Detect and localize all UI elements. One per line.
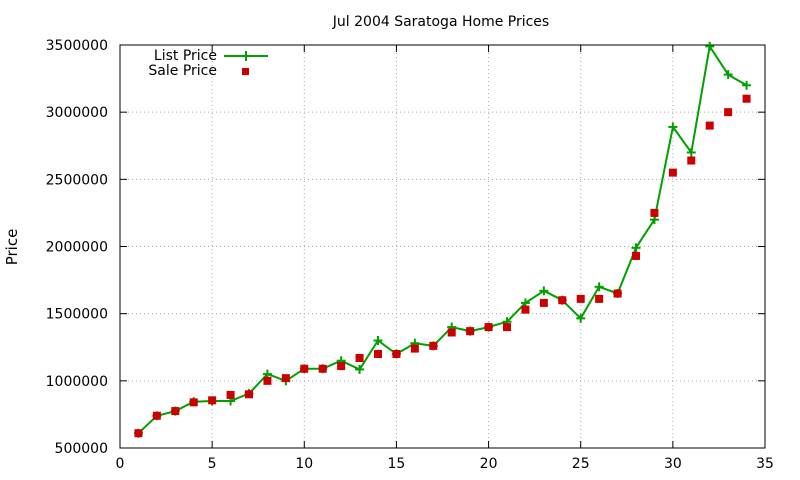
y-tick-label: 500000 [55,441,108,457]
data-point-list-price [742,80,752,90]
x-tick-label: 0 [116,456,125,472]
data-point-sale-price [447,328,456,337]
y-tick-label: 2500000 [46,172,108,188]
x-tick-label: 20 [480,456,498,472]
x-tick-label: 35 [756,456,774,472]
data-point-sale-price [668,168,677,177]
data-point-sale-price [392,349,401,358]
data-point-list-price [539,286,549,296]
legend-label-sale-price: Sale Price [148,63,217,79]
y-tick-label: 3000000 [46,105,108,121]
data-point-sale-price [687,156,696,165]
y-tick-label: 2000000 [46,240,108,256]
data-point-sale-price [337,362,346,371]
series [133,41,752,438]
data-point-sale-price [705,121,714,130]
y-tick-label: 3500000 [46,38,108,54]
data-point-sale-price [742,94,751,103]
data-point-sale-price [576,294,585,303]
y-axis-label: Price [3,229,21,266]
data-point-sale-price [503,323,511,332]
x-tick-label: 15 [388,456,406,472]
data-point-sale-price [226,390,235,399]
legend-marker-sale-price [242,68,249,75]
x-tick-label: 25 [572,456,590,472]
data-point-sale-price [355,353,364,362]
grid [120,45,765,448]
data-point-sale-price [632,251,640,260]
y-tick-label: 1000000 [46,374,108,390]
data-point-sale-price [539,298,548,307]
data-point-sale-price [263,376,272,385]
x-tick-label: 30 [664,456,682,472]
legend-marker-list-price [241,51,251,61]
data-point-sale-price [152,411,161,420]
data-point-sale-price [410,344,419,353]
data-point-list-price [631,243,641,253]
data-point-list-price [723,70,733,80]
data-point-sale-price [429,341,438,350]
data-point-sale-price [374,349,382,358]
legend: List Price Sale Price [148,48,268,79]
legend-label-list-price: List Price [154,48,217,64]
x-tick-label: 5 [208,456,217,472]
data-point-list-price [355,364,365,374]
series-list-price [133,41,752,438]
data-point-list-price [668,122,678,132]
data-point-sale-price [171,407,180,416]
data-point-sale-price [724,108,733,117]
data-point-list-price [594,282,604,292]
series-line [137,45,748,434]
data-point-sale-price [650,208,659,217]
axis-ticks: 0 5 10 15 20 25 30 35 500000 1000000 1500000 200000… [46,38,774,472]
data-point-list-price [576,313,586,323]
data-point-list-price [686,147,696,157]
data-point-sale-price [318,364,327,373]
data-point-sale-price [521,305,530,314]
data-point-sale-price [484,323,493,332]
data-point-sale-price [300,364,309,373]
data-point-sale-price [613,289,622,298]
data-point-sale-price [134,429,143,438]
series-sale-price [134,94,751,438]
data-point-list-price [705,41,715,51]
data-point-list-price [373,336,383,346]
data-point-sale-price [595,294,604,303]
data-point-sale-price [208,396,217,405]
data-point-sale-price [245,390,253,399]
data-point-sale-price [281,374,290,383]
chart-title: Jul 2004 Saratoga Home Prices [332,14,549,30]
x-tick-label: 10 [295,456,313,472]
y-tick-label: 1500000 [46,307,108,323]
data-point-sale-price [558,296,567,305]
data-point-sale-price [466,327,475,336]
data-point-sale-price [189,398,198,407]
